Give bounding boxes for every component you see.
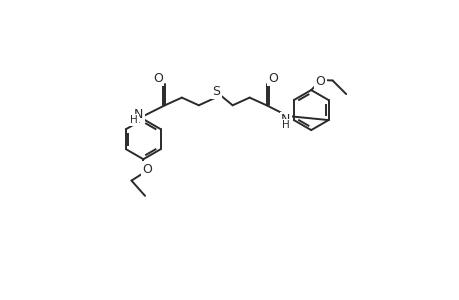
Text: O: O [142,163,152,176]
Text: H: H [130,115,138,125]
Text: O: O [268,72,278,85]
Text: O: O [153,72,162,85]
Text: N: N [134,108,143,121]
Text: H: H [281,120,289,130]
Text: S: S [212,85,220,98]
Text: O: O [315,75,325,88]
Text: N: N [280,113,290,126]
